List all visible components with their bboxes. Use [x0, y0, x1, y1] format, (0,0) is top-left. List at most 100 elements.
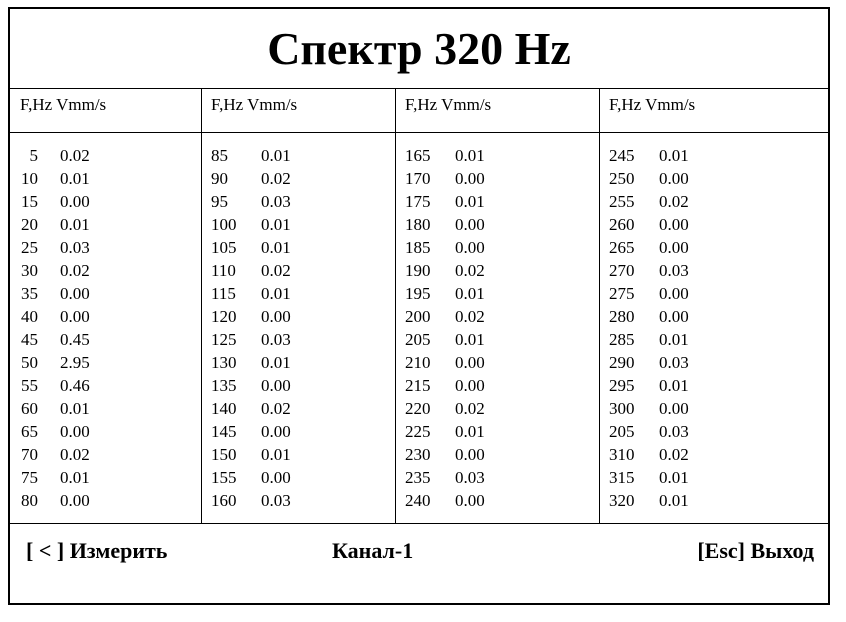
table-row: 210 0.00 — [405, 351, 485, 374]
frequency-cell: 120 — [211, 307, 237, 326]
velocity-cell: 0.00 — [60, 192, 90, 211]
header-divider — [10, 132, 828, 133]
table-row: 260 0.00 — [609, 213, 689, 236]
table-row: 10 0.01 — [20, 167, 90, 190]
frequency-cell: 205 — [609, 422, 635, 441]
frequency-cell: 265 — [609, 238, 635, 257]
spectrum-column-1: F,Hz Vmm/s 5 0.02 10 0.01 15 0.00 20 0.01 25 0.03… — [10, 88, 201, 523]
frequency-cell: 45 — [21, 330, 38, 349]
velocity-cell: 0.01 — [659, 491, 689, 510]
table-row: 270 0.03 — [609, 259, 689, 282]
frequency-cell: 255 — [609, 192, 635, 211]
velocity-cell: 0.01 — [60, 468, 90, 487]
velocity-cell: 0.00 — [455, 353, 485, 372]
frequency-cell: 60 — [21, 399, 38, 418]
velocity-cell: 0.02 — [261, 169, 291, 188]
velocity-cell: 0.00 — [455, 491, 485, 510]
table-row: 290 0.03 — [609, 351, 689, 374]
table-row: 255 0.02 — [609, 190, 689, 213]
table-row: 125 0.03 — [211, 328, 291, 351]
frequency-cell: 140 — [211, 399, 237, 418]
table-row: 300 0.00 — [609, 397, 689, 420]
velocity-cell: 0.45 — [60, 330, 90, 349]
velocity-cell: 0.01 — [261, 284, 291, 303]
velocity-cell: 0.00 — [60, 284, 90, 303]
velocity-cell: 0.01 — [60, 215, 90, 234]
frequency-cell: 175 — [405, 192, 431, 211]
velocity-cell: 0.01 — [455, 146, 485, 165]
frequency-cell: 225 — [405, 422, 431, 441]
table-row: 60 0.01 — [20, 397, 90, 420]
frequency-cell: 115 — [211, 284, 236, 303]
table-row: 160 0.03 — [211, 489, 291, 512]
frequency-cell: 320 — [609, 491, 635, 510]
frequency-cell: 185 — [405, 238, 431, 257]
velocity-cell: 0.01 — [60, 399, 90, 418]
velocity-cell: 0.00 — [261, 468, 291, 487]
value-rows: 85 0.01 90 0.02 95 0.03 100 0.01 105 0.01 110 0.02 1… — [211, 144, 291, 512]
table-row: 140 0.02 — [211, 397, 291, 420]
table-row: 265 0.00 — [609, 236, 689, 259]
column-divider-3 — [599, 88, 600, 523]
frequency-cell: 65 — [21, 422, 38, 441]
velocity-cell: 0.00 — [455, 215, 485, 234]
table-row: 150 0.01 — [211, 443, 291, 466]
table-row: 65 0.00 — [20, 420, 90, 443]
table-row: 280 0.00 — [609, 305, 689, 328]
table-row: 180 0.00 — [405, 213, 485, 236]
frequency-cell: 310 — [609, 445, 635, 464]
table-row: 315 0.01 — [609, 466, 689, 489]
velocity-cell: 0.01 — [261, 238, 291, 257]
velocity-cell: 0.46 — [60, 376, 90, 395]
column-header: F,Hz Vmm/s — [20, 95, 107, 114]
table-row: 80 0.00 — [20, 489, 90, 512]
frequency-cell: 25 — [21, 238, 38, 257]
velocity-cell: 0.03 — [261, 330, 291, 349]
table-row: 185 0.00 — [405, 236, 485, 259]
column-divider-1 — [201, 88, 202, 523]
frequency-cell: 260 — [609, 215, 635, 234]
velocity-cell: 0.00 — [659, 169, 689, 188]
table-row: 170 0.00 — [405, 167, 485, 190]
velocity-cell: 0.03 — [455, 468, 485, 487]
frequency-cell: 155 — [211, 468, 237, 487]
velocity-cell: 0.00 — [455, 445, 485, 464]
table-row: 15 0.00 — [20, 190, 90, 213]
velocity-cell: 0.02 — [60, 445, 90, 464]
frequency-cell: 205 — [405, 330, 431, 349]
frequency-cell: 210 — [405, 353, 431, 372]
measure-button[interactable]: [ < ] Измерить — [26, 538, 168, 563]
table-row: 295 0.01 — [609, 374, 689, 397]
frequency-cell: 55 — [21, 376, 38, 395]
frequency-cell: 230 — [405, 445, 431, 464]
frequency-cell: 110 — [211, 261, 236, 280]
table-row: 200 0.02 — [405, 305, 485, 328]
velocity-cell: 0.00 — [659, 238, 689, 257]
velocity-cell: 0.01 — [455, 284, 485, 303]
velocity-cell: 0.02 — [455, 399, 485, 418]
frequency-cell: 270 — [609, 261, 635, 280]
frequency-cell: 195 — [405, 284, 431, 303]
table-row: 5 0.02 — [20, 144, 90, 167]
velocity-cell: 0.02 — [60, 146, 90, 165]
velocity-cell: 0.00 — [60, 422, 90, 441]
table-row: 220 0.02 — [405, 397, 485, 420]
velocity-cell: 0.01 — [261, 215, 291, 234]
frequency-cell: 250 — [609, 169, 635, 188]
frequency-cell: 280 — [609, 307, 635, 326]
table-row: 145 0.00 — [211, 420, 291, 443]
velocity-cell: 0.03 — [659, 261, 689, 280]
table-row: 115 0.01 — [211, 282, 291, 305]
table-row: 205 0.03 — [609, 420, 689, 443]
frequency-cell: 190 — [405, 261, 431, 280]
exit-button[interactable]: [Esc] Выход — [697, 538, 814, 563]
velocity-cell: 0.00 — [455, 169, 485, 188]
channel-label: Канал-1 — [332, 538, 414, 563]
velocity-cell: 0.00 — [60, 491, 90, 510]
table-row: 50 2.95 — [20, 351, 90, 374]
table-row: 105 0.01 — [211, 236, 291, 259]
velocity-cell: 0.01 — [659, 330, 689, 349]
frequency-cell: 295 — [609, 376, 635, 395]
frequency-cell: 10 — [21, 169, 38, 188]
frequency-cell: 130 — [211, 353, 237, 372]
